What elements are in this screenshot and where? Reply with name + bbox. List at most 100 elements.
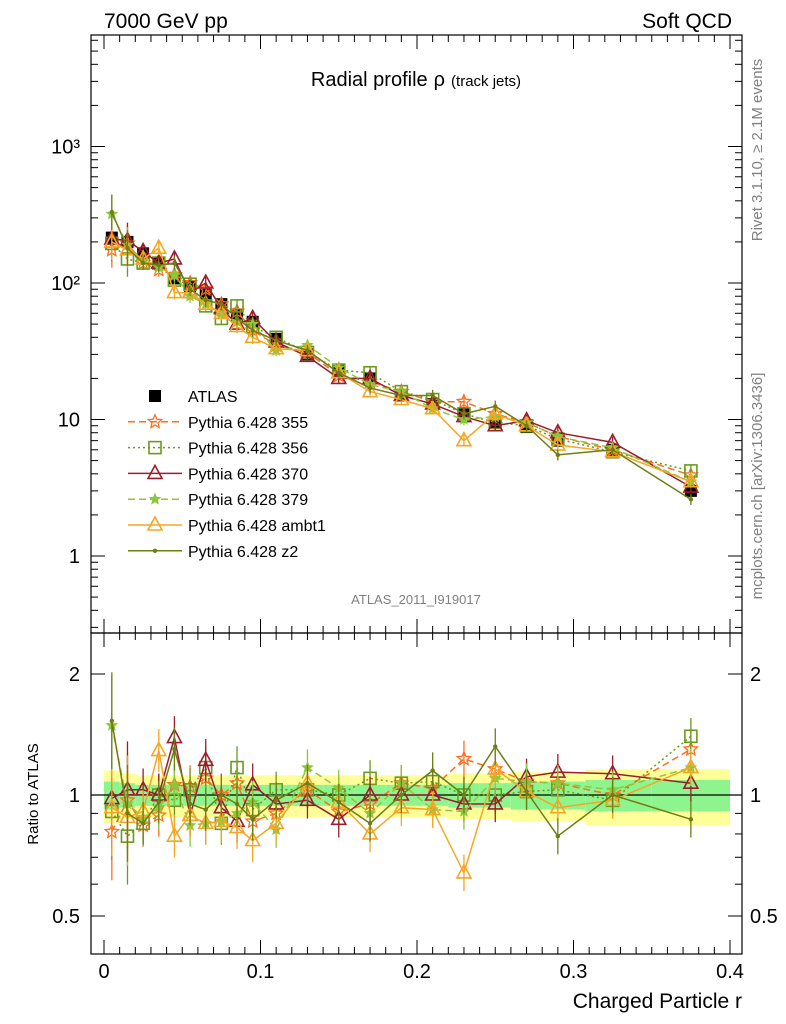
series-line-pythia-6-428-ambt1	[111, 241, 692, 483]
ratio-y-tick-label-right: 0.5	[750, 906, 778, 928]
ratio-point-pythia-6-428-z2	[399, 792, 404, 798]
legend-item-pythia-6-428-379: Pythia 6.428 379	[128, 492, 308, 509]
ratio-ylabel: Ratio to ATLAS	[25, 743, 42, 844]
legend-marker-pythia-6-428-355	[146, 413, 164, 429]
ratio-point-pythia-6-428-z2	[461, 792, 467, 798]
point-pythia-6-428-z2	[524, 423, 529, 428]
point-pythia-6-428-z2	[336, 370, 341, 375]
ratio-line-pythia-6-428-ambt1	[111, 750, 692, 875]
ratio-point-pythia-6-428-z2	[187, 801, 193, 807]
x-tick-label: 0	[98, 961, 109, 983]
ratio-point-pythia-6-428-ambt1	[424, 799, 441, 816]
ratio-point-pythia-6-428-ambt1	[486, 759, 504, 775]
point-pythia-6-428-ambt1	[267, 339, 285, 355]
point-pythia-6-428-ambt1	[486, 404, 504, 420]
ratio-y-tick-label-left: 2	[69, 664, 80, 686]
legend-item-pythia-6-428-356: Pythia 6.428 356	[128, 441, 308, 458]
point-pythia-6-428-z2	[688, 497, 694, 502]
ratio-point-pythia-6-428-379	[168, 778, 181, 791]
legend-label: Pythia 6.428 ambt1	[188, 518, 326, 535]
legend-label: Pythia 6.428 370	[188, 466, 308, 483]
ratio-line-pythia-6-428-356	[111, 735, 692, 838]
ratio-point-pythia-6-428-z2	[367, 821, 373, 826]
ratio-y-tick-label-right: 2	[750, 664, 761, 686]
ratio-point-pythia-6-428-ambt1	[455, 863, 473, 879]
ratio-point-pythia-6-428-z2	[109, 718, 115, 723]
point-pythia-6-428-ambt1	[361, 381, 379, 398]
point-pythia-6-428-355	[197, 280, 215, 297]
legend-label: Pythia 6.428 379	[188, 492, 308, 509]
ratio-y-tick-label-left: 0.5	[52, 906, 80, 928]
point-pythia-6-428-z2	[234, 316, 240, 321]
point-pythia-6-428-z2	[610, 447, 615, 452]
y-tick-label: 10	[58, 410, 80, 432]
plot-title-main: Radial profile	[311, 69, 428, 91]
ratio-series-pythia-6-428-379	[105, 676, 698, 853]
rivet-label: Rivet 3.1.10, ≥ 2.1M events	[749, 59, 766, 242]
ratio-point-pythia-6-428-ambt1	[103, 797, 121, 814]
legend-label: Pythia 6.428 355	[188, 415, 308, 432]
point-pythia-6-428-355	[455, 392, 473, 409]
point-pythia-6-428-ambt1	[197, 294, 215, 310]
ratio-line-pythia-6-428-z2	[111, 720, 692, 838]
ratio-point-pythia-6-428-z2	[125, 811, 130, 816]
ratio-point-pythia-6-428-370	[197, 750, 215, 767]
point-pythia-6-428-z2	[273, 338, 279, 343]
ratio-point-pythia-6-428-ambt1	[166, 826, 183, 842]
legend-marker-pythia-6-428-z2	[152, 548, 158, 553]
ratio-point-pythia-6-428-370	[330, 809, 348, 826]
ratio-point-pythia-6-428-z2	[250, 817, 255, 822]
ratio-point-pythia-6-428-z2	[493, 744, 498, 749]
ratio-point-pythia-6-428-ambt1	[213, 811, 230, 828]
point-pythia-6-428-z2	[156, 263, 161, 268]
point-pythia-6-428-ambt1	[166, 282, 183, 299]
point-pythia-6-428-ambt1	[682, 472, 700, 488]
ratio-point-pythia-6-428-z2	[430, 768, 435, 773]
legend-item-pythia-6-428-355: Pythia 6.428 355	[128, 413, 308, 432]
legend-label: Pythia 6.428 z2	[188, 544, 298, 561]
point-pythia-6-428-z2	[219, 301, 224, 307]
ratio-point-pythia-6-428-ambt1	[549, 797, 567, 814]
ratio-point-pythia-6-428-370	[682, 773, 700, 789]
point-pythia-6-428-370	[330, 368, 348, 385]
legend-marker-pythia-6-428-356	[148, 440, 162, 455]
point-pythia-6-428-z2	[430, 393, 435, 398]
plot-title-sub: (track jets)	[451, 73, 521, 90]
point-pythia-6-428-379	[168, 267, 181, 281]
series-line-pythia-6-428-z2	[111, 211, 692, 501]
ratio-point-pythia-6-428-ambt1	[244, 830, 262, 847]
ratio-point-pythia-6-428-z2	[219, 792, 224, 798]
point-pythia-6-428-ambt1	[213, 303, 230, 320]
analysis-id: ATLAS_2011_I919017	[351, 592, 481, 607]
legend-marker-pythia-6-428-379	[148, 492, 162, 505]
x-tick-label: 0.1	[247, 961, 275, 983]
ratio-point-pythia-6-428-z2	[524, 789, 529, 794]
y-tick-label: 10²	[51, 273, 80, 295]
ratio-point-pythia-6-428-z2	[156, 799, 161, 805]
ratio-point-pythia-6-428-356	[684, 729, 698, 744]
legend-label: Pythia 6.428 356	[188, 441, 308, 458]
ratio-point-pythia-6-428-379	[551, 776, 565, 789]
ratio-point-pythia-6-428-z2	[234, 801, 240, 807]
ratio-y-tick-label-right: 1	[750, 785, 761, 807]
series-line-pythia-6-428-356	[111, 242, 692, 472]
ratio-point-pythia-6-428-356	[230, 760, 244, 775]
main-plot: 1 10 10² 10³ Radial profile ρ (track jets) AT…	[51, 34, 743, 634]
ratio-point-pythia-6-428-370	[486, 794, 504, 810]
legend-item-pythia-6-428-ambt1: Pythia 6.428 ambt1	[128, 515, 326, 535]
point-pythia-6-428-370	[197, 273, 215, 289]
point-pythia-6-428-ambt1	[228, 316, 246, 333]
ratio-point-pythia-6-428-z2	[172, 747, 177, 752]
point-pythia-6-428-z2	[305, 348, 310, 353]
legend-marker-atlas	[149, 390, 161, 402]
point-pythia-6-428-ambt1	[103, 232, 121, 248]
y-tick-label: 1	[69, 546, 80, 568]
point-pythia-6-428-ambt1	[150, 238, 168, 254]
legend-marker-pythia-6-428-370	[146, 463, 164, 480]
ratio-point-pythia-6-428-355	[455, 750, 473, 766]
point-pythia-6-428-z2	[172, 260, 177, 266]
point-pythia-6-428-z2	[203, 297, 208, 303]
point-pythia-6-428-z2	[399, 393, 404, 398]
series-pythia-6-428-356	[105, 225, 698, 478]
ratio-point-pythia-6-428-z2	[305, 780, 310, 786]
